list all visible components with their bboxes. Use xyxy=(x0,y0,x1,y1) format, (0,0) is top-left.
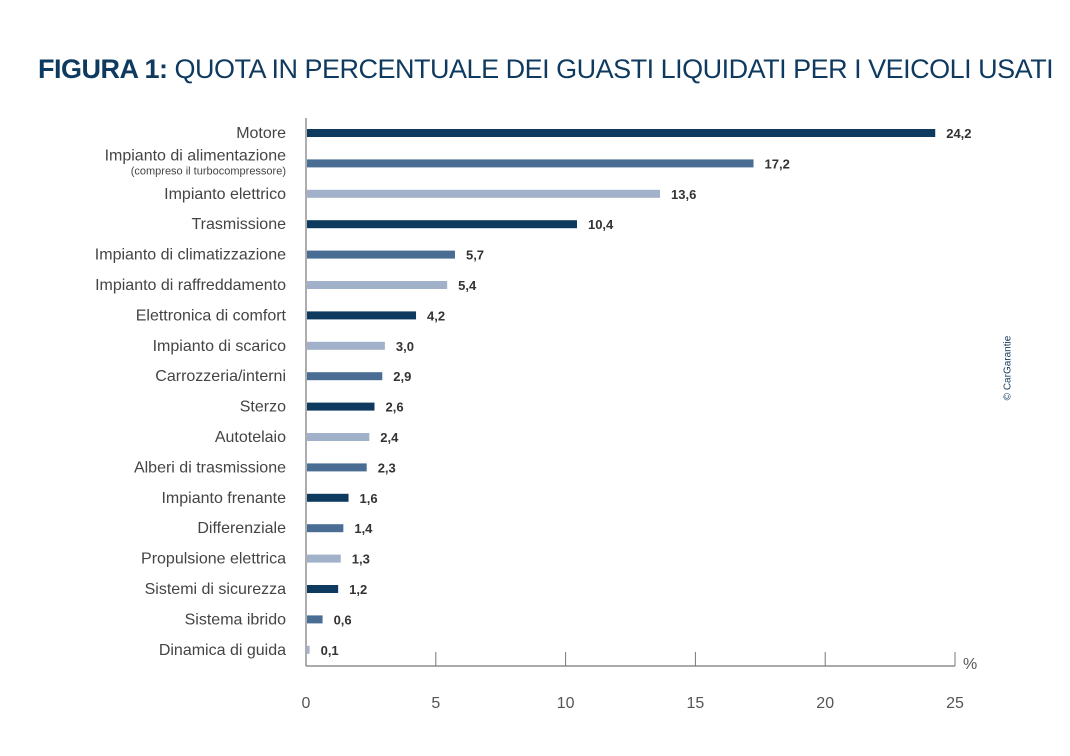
bar xyxy=(307,311,417,320)
data-label: 17,2 xyxy=(765,156,790,171)
data-label: 1,3 xyxy=(352,552,370,567)
category-label: Propulsione elettrica xyxy=(141,551,286,568)
data-label: 1,2 xyxy=(349,582,367,597)
bar xyxy=(307,524,344,533)
category-label: Carrozzeria/interni xyxy=(155,368,286,385)
category-sublabel: (compreso il turbocompressore) xyxy=(131,165,286,177)
bar xyxy=(307,250,455,259)
data-label: 2,6 xyxy=(385,400,403,415)
title-text: QUOTA IN PERCENTUALE DEI GUASTI LIQUIDAT… xyxy=(174,54,1054,84)
bar xyxy=(307,402,375,411)
category-label: Alberi di trasmissione xyxy=(134,459,286,476)
bar xyxy=(307,615,323,624)
data-label: 3,0 xyxy=(396,339,414,354)
category-label: Differenziale xyxy=(197,520,286,537)
x-tick-label: 5 xyxy=(431,695,440,712)
x-axis-unit: % xyxy=(963,656,977,673)
data-label: 5,4 xyxy=(458,278,477,293)
data-label: 24,2 xyxy=(946,126,971,141)
bar xyxy=(307,433,370,441)
data-label: 4,2 xyxy=(427,308,445,323)
data-label: 2,4 xyxy=(380,430,399,445)
category-label: Dinamica di guida xyxy=(159,642,286,659)
data-label: 2,9 xyxy=(393,369,411,384)
data-label: 2,3 xyxy=(378,460,396,475)
bar xyxy=(307,159,754,168)
bar xyxy=(307,129,936,137)
bar xyxy=(307,220,577,229)
bar xyxy=(307,372,383,381)
category-label: Impianto di raffreddamento xyxy=(95,277,286,294)
x-tick-label: 20 xyxy=(816,695,834,712)
bar xyxy=(307,281,448,289)
data-label: 0,1 xyxy=(321,643,339,658)
chart-title: FIGURA 1: QUOTA IN PERCENTUALE DEI GUAST… xyxy=(38,54,1054,85)
bar xyxy=(307,463,367,472)
bar xyxy=(307,554,341,563)
data-label: 1,6 xyxy=(360,491,378,506)
bar xyxy=(307,645,310,654)
x-tick-label: 25 xyxy=(946,695,964,712)
data-label: 10,4 xyxy=(588,217,614,232)
category-label: Impianto di alimentazione xyxy=(105,147,287,164)
bar xyxy=(307,341,385,350)
category-label: Impianto elettrico xyxy=(164,186,286,203)
bar xyxy=(307,493,349,502)
figure-number: FIGURA 1: xyxy=(38,54,168,84)
x-tick-label: 10 xyxy=(557,695,575,712)
category-label: Elettronica di comfort xyxy=(136,307,287,324)
data-label: 5,7 xyxy=(466,248,484,263)
data-label: 13,6 xyxy=(671,187,696,202)
data-label: 0,6 xyxy=(334,612,352,627)
category-label: Sistemi di sicurezza xyxy=(145,581,286,598)
category-label: Motore xyxy=(236,125,286,142)
category-label: Sistema ibrido xyxy=(185,611,286,628)
x-tick-label: 0 xyxy=(302,695,311,712)
data-label: 1,4 xyxy=(354,521,373,536)
bar xyxy=(307,189,661,198)
category-label: Autotelaio xyxy=(215,429,286,446)
category-label: Sterzo xyxy=(240,399,286,416)
category-label: Impianto frenante xyxy=(161,490,286,507)
category-label: Impianto di climatizzazione xyxy=(95,247,286,264)
copyright-credit: © CarGarantie xyxy=(1002,335,1014,401)
bar xyxy=(307,585,339,593)
category-label: Trasmissione xyxy=(191,216,286,233)
category-label: Impianto di scarico xyxy=(153,338,286,355)
x-tick-label: 15 xyxy=(687,695,705,712)
